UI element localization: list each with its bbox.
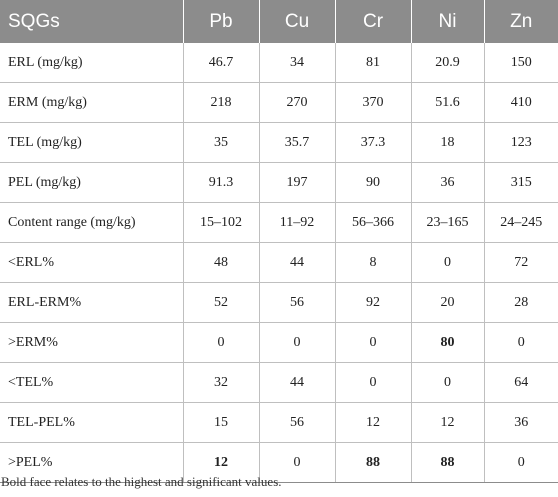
value-cell: 48 bbox=[182, 242, 259, 283]
value-cell: 0 bbox=[410, 362, 484, 403]
value-cell: 218 bbox=[182, 82, 259, 123]
table-row: TEL (mg/kg) 35 35.7 37.3 18 123 bbox=[0, 122, 558, 163]
value-cell: 315 bbox=[483, 162, 558, 203]
table-row: ERM (mg/kg) 218 270 370 51.6 410 bbox=[0, 82, 558, 123]
value-cell: 8 bbox=[334, 242, 411, 283]
value-cell: 56 bbox=[258, 282, 335, 323]
value-cell: 72 bbox=[483, 242, 558, 283]
row-label: >PEL% bbox=[0, 442, 183, 483]
value-cell: 0 bbox=[334, 362, 411, 403]
value-cell: 92 bbox=[334, 282, 411, 323]
value-cell: 123 bbox=[483, 122, 558, 163]
value-cell: 0 bbox=[182, 322, 259, 363]
row-label: Content range (mg/kg) bbox=[0, 202, 183, 243]
header-pb: Pb bbox=[182, 0, 259, 43]
value-cell: 23–165 bbox=[410, 202, 484, 243]
value-cell: 35 bbox=[182, 122, 259, 163]
value-cell: 44 bbox=[258, 362, 335, 403]
value-cell: 34 bbox=[258, 43, 335, 83]
value-cell: 410 bbox=[483, 82, 558, 123]
table-row: PEL (mg/kg) 91.3 197 90 36 315 bbox=[0, 162, 558, 203]
value-cell: 80 bbox=[410, 322, 484, 363]
value-cell: 56 bbox=[258, 402, 335, 443]
value-cell: 46.7 bbox=[182, 43, 259, 83]
value-cell: 88 bbox=[410, 442, 484, 483]
value-cell: 11–92 bbox=[258, 202, 335, 243]
value-cell: 0 bbox=[410, 242, 484, 283]
value-cell: 0 bbox=[483, 442, 558, 483]
value-cell: 12 bbox=[182, 442, 259, 483]
header-ni: Ni bbox=[410, 0, 484, 43]
value-cell: 32 bbox=[182, 362, 259, 403]
table-row: <ERL% 48 44 8 0 72 bbox=[0, 242, 558, 283]
value-cell: 20 bbox=[410, 282, 484, 323]
row-label: TEL (mg/kg) bbox=[0, 122, 183, 163]
value-cell: 0 bbox=[258, 442, 335, 483]
value-cell: 20.9 bbox=[410, 43, 484, 83]
value-cell: 0 bbox=[334, 322, 411, 363]
table-footnote: Bold face relates to the highest and sig… bbox=[1, 474, 282, 489]
table-row: TEL-PEL% 15 56 12 12 36 bbox=[0, 402, 558, 443]
value-cell: 37.3 bbox=[334, 122, 411, 163]
row-label: PEL (mg/kg) bbox=[0, 162, 183, 203]
header-sqgs: SQGs bbox=[0, 0, 183, 43]
value-cell: 64 bbox=[483, 362, 558, 403]
value-cell: 12 bbox=[410, 402, 484, 443]
header-cr: Cr bbox=[334, 0, 411, 43]
value-cell: 56–366 bbox=[334, 202, 411, 243]
value-cell: 52 bbox=[182, 282, 259, 323]
value-cell: 44 bbox=[258, 242, 335, 283]
table-body: ERL (mg/kg) 46.7 34 81 20.9 150 ERM (mg/kg) 218… bbox=[0, 43, 558, 483]
row-label: >ERM% bbox=[0, 322, 183, 363]
value-cell: 36 bbox=[410, 162, 484, 203]
value-cell: 24–245 bbox=[483, 202, 558, 243]
header-zn: Zn bbox=[483, 0, 558, 43]
row-label: <ERL% bbox=[0, 242, 183, 283]
value-cell: 81 bbox=[334, 43, 411, 83]
value-cell: 370 bbox=[334, 82, 411, 123]
table-row: >PEL% 12 0 88 88 0 bbox=[0, 442, 558, 483]
value-cell: 35.7 bbox=[258, 122, 335, 163]
table-row: ERL (mg/kg) 46.7 34 81 20.9 150 bbox=[0, 43, 558, 83]
header-row: SQGs Pb Cu Cr Ni Zn bbox=[0, 0, 558, 43]
row-label: ERL-ERM% bbox=[0, 282, 183, 323]
row-label: ERM (mg/kg) bbox=[0, 82, 183, 123]
value-cell: 0 bbox=[258, 322, 335, 363]
value-cell: 197 bbox=[258, 162, 335, 203]
table-row: <TEL% 32 44 0 0 64 bbox=[0, 362, 558, 403]
value-cell: 15 bbox=[182, 402, 259, 443]
row-label: TEL-PEL% bbox=[0, 402, 183, 443]
value-cell: 51.6 bbox=[410, 82, 484, 123]
value-cell: 88 bbox=[334, 442, 411, 483]
value-cell: 91.3 bbox=[182, 162, 259, 203]
value-cell: 18 bbox=[410, 122, 484, 163]
value-cell: 12 bbox=[334, 402, 411, 443]
table-header: SQGs Pb Cu Cr Ni Zn bbox=[0, 0, 558, 43]
header-cu: Cu bbox=[258, 0, 335, 43]
value-cell: 270 bbox=[258, 82, 335, 123]
row-label: <TEL% bbox=[0, 362, 183, 403]
row-label: ERL (mg/kg) bbox=[0, 43, 183, 83]
value-cell: 15–102 bbox=[182, 202, 259, 243]
value-cell: 90 bbox=[334, 162, 411, 203]
value-cell: 36 bbox=[483, 402, 558, 443]
value-cell: 0 bbox=[483, 322, 558, 363]
table-row: Content range (mg/kg) 15–102 11–92 56–366 23… bbox=[0, 202, 558, 243]
value-cell: 28 bbox=[483, 282, 558, 323]
table-row: >ERM% 0 0 0 80 0 bbox=[0, 322, 558, 363]
table-row: ERL-ERM% 52 56 92 20 28 bbox=[0, 282, 558, 323]
value-cell: 150 bbox=[483, 43, 558, 83]
sqg-table: SQGs Pb Cu Cr Ni Zn ERL (mg/kg) 46.7 34 81 2… bbox=[0, 0, 558, 483]
